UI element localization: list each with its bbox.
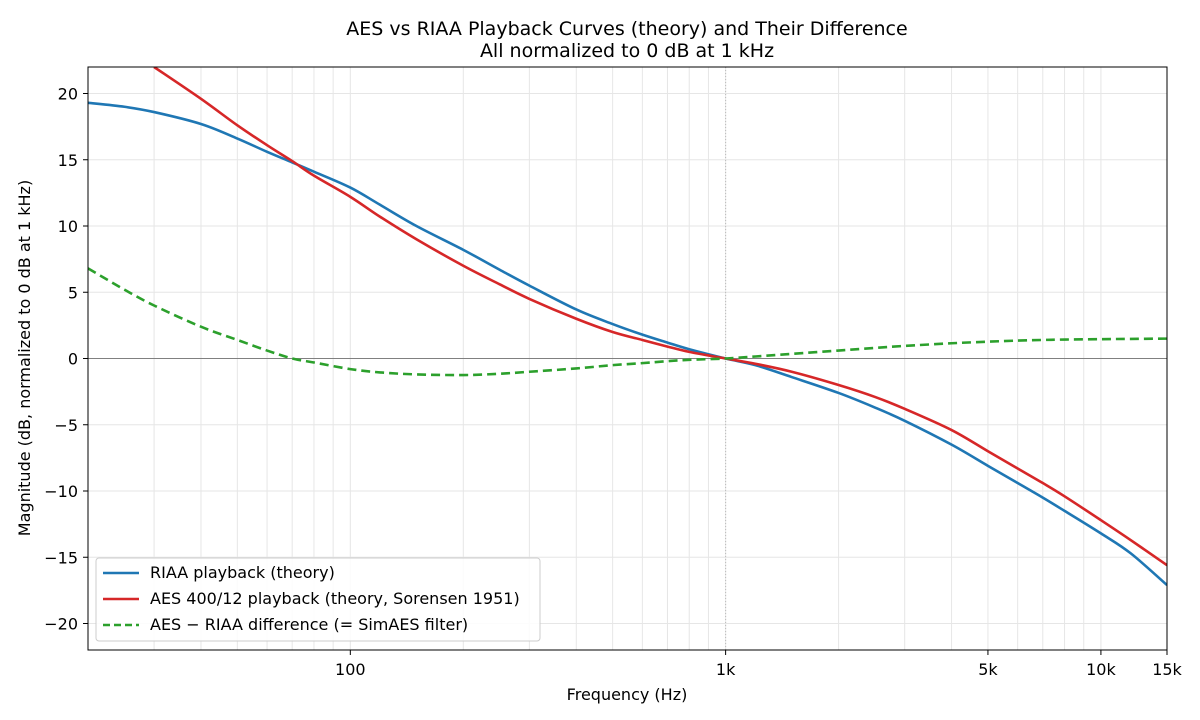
chart-subtitle: All normalized to 0 dB at 1 kHz	[480, 40, 774, 62]
legend: RIAA playback (theory) AES 400/12 playba…	[95, 557, 541, 642]
legend-box	[95, 557, 541, 642]
y-tick-label: 20	[58, 85, 78, 104]
series-difference-line	[88, 267, 1167, 377]
y-axis-ticks: 20 15 10 5 0 −5 −10 −15 −20	[44, 85, 88, 634]
chart-title: AES vs RIAA Playback Curves (theory) and…	[346, 18, 907, 40]
x-tick-label: 10k	[1086, 660, 1116, 679]
y-tick-label: −15	[44, 548, 78, 567]
x-tick-label: 100	[335, 660, 366, 679]
x-axis-label: Frequency (Hz)	[567, 685, 688, 704]
legend-label-aes: AES 400/12 playback (theory, Sorensen 19…	[150, 589, 520, 608]
y-tick-label: −20	[44, 615, 78, 634]
x-tick-label: 15k	[1152, 660, 1182, 679]
y-axis-label: Magnitude (dB, normalized to 0 dB at 1 k…	[15, 180, 34, 536]
y-tick-label: −5	[54, 416, 78, 435]
y-tick-label: 15	[58, 151, 78, 170]
x-tick-label: 1k	[716, 660, 736, 679]
y-tick-label: 10	[58, 217, 78, 236]
legend-label-riaa: RIAA playback (theory)	[150, 563, 335, 582]
y-tick-label: −10	[44, 482, 78, 501]
y-tick-label: 0	[68, 350, 78, 369]
series-aes-line	[153, 67, 1167, 567]
x-axis-ticks: 100 1k 5k 10k 15k	[335, 650, 1183, 679]
series-riaa-line	[88, 101, 1167, 587]
series-layer	[88, 67, 1167, 587]
x-tick-label: 5k	[978, 660, 998, 679]
legend-label-difference: AES − RIAA difference (= SimAES filter)	[150, 615, 468, 634]
y-tick-label: 5	[68, 283, 78, 302]
